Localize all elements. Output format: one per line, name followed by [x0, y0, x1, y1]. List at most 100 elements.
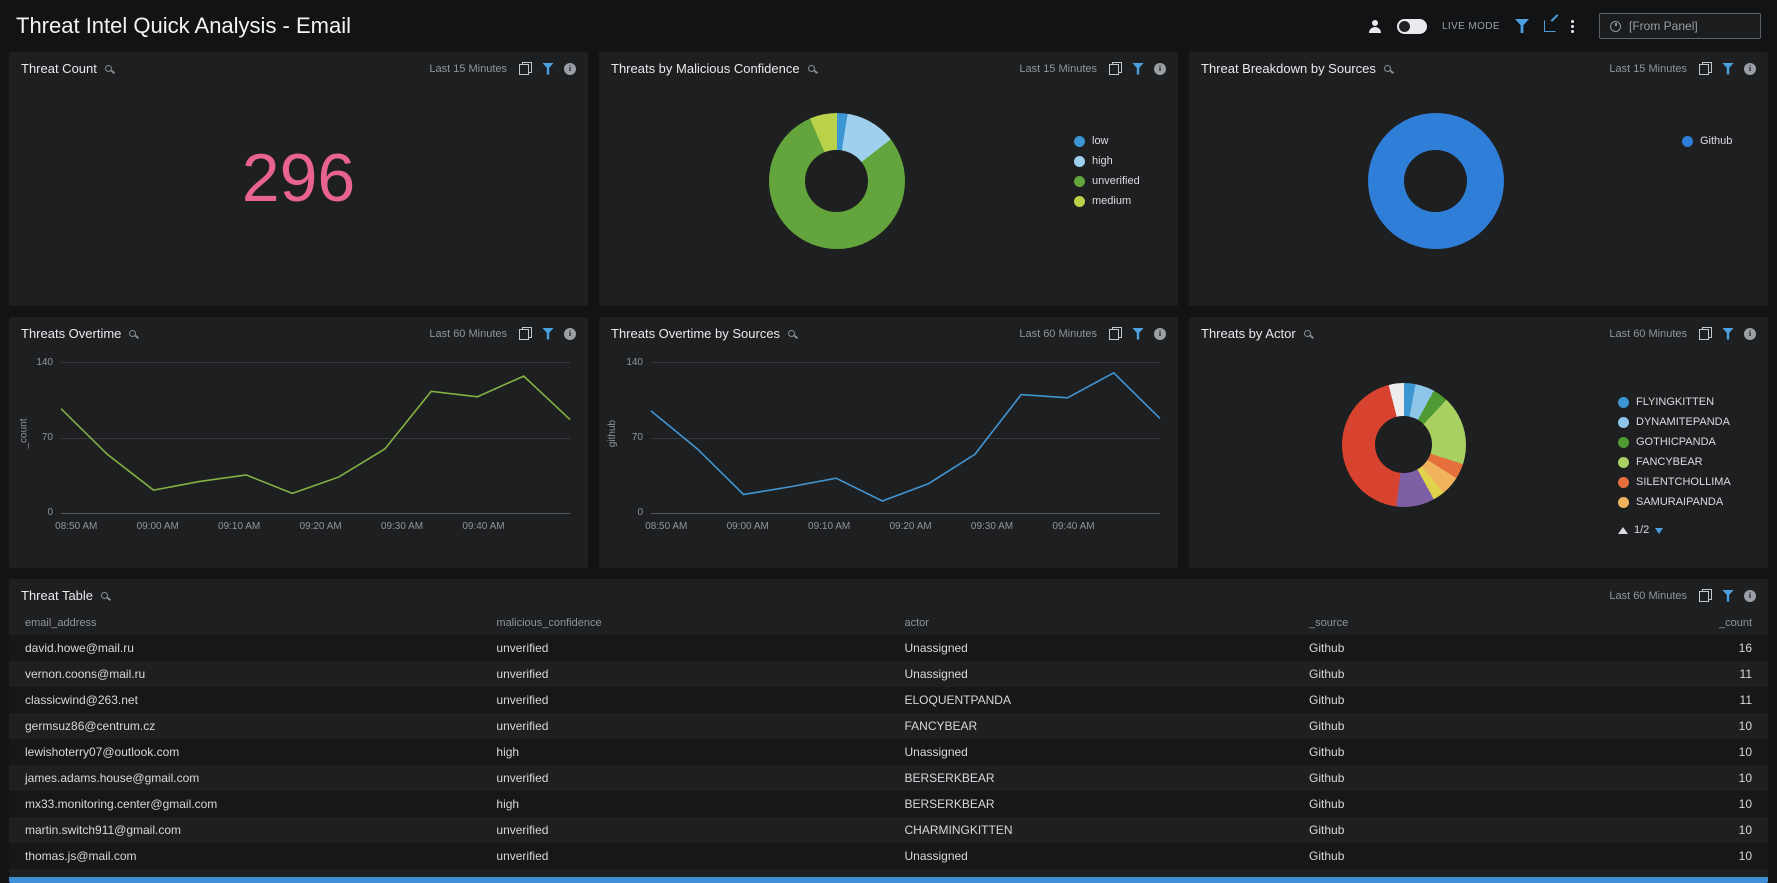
header-controls: LIVE MODE [From Panel]: [1368, 13, 1761, 39]
table-cell: Unassigned: [904, 745, 968, 759]
legend-item[interactable]: medium: [1074, 195, 1162, 207]
legend-label: Github: [1700, 135, 1733, 147]
legend-page-up-icon[interactable]: [1618, 526, 1628, 534]
table-row[interactable]: david.howe@mail.ru unverified Unassigned Gi…: [9, 635, 1768, 661]
legend-label: high: [1092, 155, 1113, 167]
legend-label: FLYINGKITTEN: [1636, 396, 1715, 408]
table-row[interactable]: lewishoterry07@outlook.com high Unassigned…: [9, 739, 1768, 765]
table-header-cell[interactable]: actor: [904, 617, 929, 629]
info-icon[interactable]: [1744, 62, 1756, 75]
info-icon[interactable]: [564, 327, 576, 340]
filter-icon[interactable]: [1132, 62, 1144, 75]
magnifier-icon[interactable]: [129, 330, 137, 337]
table-cell: james.adams.house@gmail.com: [25, 771, 200, 785]
legend-item[interactable]: GOTHICPANDA: [1618, 436, 1752, 448]
table-header-cell[interactable]: email_address: [25, 617, 97, 629]
legend-dot: [1074, 155, 1085, 167]
page-title: Threat Intel Quick Analysis - Email: [16, 13, 352, 38]
table-header-cell[interactable]: _count: [1718, 617, 1752, 629]
plot-area[interactable]: 08:50 AM 09:00 AM 09:10 AM 09:20 AM 09:3…: [645, 362, 1160, 532]
info-icon[interactable]: [1744, 327, 1756, 340]
legend-dot: [1682, 135, 1693, 147]
gridline: [651, 513, 1160, 514]
horizontal-scrollbar[interactable]: [9, 877, 1768, 883]
live-mode-toggle[interactable]: [1396, 18, 1427, 34]
time-range-input[interactable]: [From Panel]: [1599, 13, 1761, 39]
legend-item[interactable]: SAMURAIPANDA: [1618, 496, 1752, 508]
threat-table: email_address malicious_confidence actor _s…: [9, 610, 1768, 869]
table-row[interactable]: james.adams.house@gmail.com unverified BER…: [9, 765, 1768, 791]
legend-dot: [1074, 135, 1085, 147]
table-cell: Unassigned: [904, 667, 968, 681]
malicious-confidence-donut[interactable]: [768, 113, 905, 249]
table-cell: 10: [1738, 797, 1752, 811]
live-mode-label: LIVE MODE: [1441, 20, 1500, 32]
legend-item[interactable]: DYNAMITEPANDA: [1618, 416, 1752, 428]
info-icon[interactable]: [1154, 327, 1166, 340]
legend-item[interactable]: SILENTCHOLLIMA: [1618, 476, 1752, 488]
copy-icon[interactable]: [1699, 62, 1712, 75]
edit-dashboard-icon[interactable]: [1544, 20, 1556, 32]
clock-icon: [1610, 20, 1621, 32]
legend-item[interactable]: high: [1074, 155, 1162, 167]
panel-title-text: Threats by Malicious Confidence: [611, 61, 800, 76]
table-cell: 10: [1738, 745, 1752, 759]
info-icon[interactable]: [564, 62, 576, 75]
table-header-cell[interactable]: _source: [1309, 617, 1349, 629]
magnifier-icon[interactable]: [1383, 65, 1391, 72]
info-icon[interactable]: [1154, 62, 1166, 75]
table-row[interactable]: martin.switch911@gmail.com unverified CHAR…: [9, 817, 1768, 843]
copy-icon[interactable]: [1109, 327, 1122, 340]
magnifier-icon[interactable]: [807, 65, 815, 72]
magnifier-icon[interactable]: [788, 330, 796, 337]
legend-label: SILENTCHOLLIMA: [1636, 476, 1731, 488]
threats-overtime-line[interactable]: [61, 362, 570, 514]
filter-icon[interactable]: [1722, 62, 1734, 75]
plot-area[interactable]: 08:50 AM 09:00 AM 09:10 AM 09:20 AM 09:3…: [55, 362, 570, 532]
copy-icon[interactable]: [1699, 327, 1712, 340]
filter-icon[interactable]: [1515, 19, 1529, 33]
info-icon[interactable]: [1744, 589, 1756, 602]
table-cell: 10: [1738, 771, 1752, 785]
filter-icon[interactable]: [1132, 327, 1144, 340]
table-cell: unverified: [496, 693, 549, 707]
table-header-cell[interactable]: malicious_confidence: [496, 617, 602, 629]
table-cell: Github: [1309, 849, 1345, 863]
panel-row-1: Threat Count Last 15 Minutes 296 Threats…: [9, 52, 1768, 306]
legend-item[interactable]: unverified: [1074, 175, 1162, 187]
table-row[interactable]: vernon.coons@mail.ru unverified Unassigned…: [9, 661, 1768, 687]
panel-title-text: Threat Breakdown by Sources: [1201, 61, 1376, 76]
copy-icon[interactable]: [519, 327, 532, 340]
magnifier-icon[interactable]: [101, 592, 109, 599]
copy-icon[interactable]: [519, 62, 532, 75]
legend-item[interactable]: low: [1074, 135, 1162, 147]
legend-item[interactable]: Github: [1682, 135, 1752, 147]
table-row[interactable]: thomas.js@mail.com unverified Unassigned Gi…: [9, 843, 1768, 869]
x-tick: 09:30 AM: [380, 521, 424, 532]
table-row[interactable]: germsuz86@centrum.cz unverified FANCYBEAR G…: [9, 713, 1768, 739]
legend-item[interactable]: FANCYBEAR: [1618, 456, 1752, 468]
table-cell: 10: [1738, 823, 1752, 837]
copy-icon[interactable]: [1109, 62, 1122, 75]
filter-icon[interactable]: [1722, 589, 1734, 602]
panel-title: Threat Count: [21, 61, 112, 76]
legend-label: GOTHICPANDA: [1636, 436, 1716, 448]
table-row[interactable]: classicwind@263.net unverified ELOQUENTPAN…: [9, 687, 1768, 713]
magnifier-icon[interactable]: [1303, 330, 1311, 337]
actors-donut[interactable]: [1341, 382, 1466, 507]
sources-donut[interactable]: [1367, 113, 1504, 249]
overtime-by-sources-line[interactable]: [651, 362, 1160, 514]
filter-icon[interactable]: [542, 62, 554, 75]
legend-item[interactable]: FLYINGKITTEN: [1618, 396, 1752, 408]
more-menu-icon[interactable]: [1571, 19, 1574, 23]
legend-page-down-icon[interactable]: [1655, 528, 1664, 534]
donut-area: [1189, 348, 1618, 563]
user-icon[interactable]: [1368, 19, 1382, 33]
filter-icon[interactable]: [1722, 327, 1734, 340]
magnifier-icon[interactable]: [104, 65, 112, 72]
copy-icon[interactable]: [1699, 589, 1712, 602]
y-tick: 0: [637, 507, 643, 518]
donut-chart-area: Github: [1189, 83, 1768, 301]
filter-icon[interactable]: [542, 327, 554, 340]
table-row[interactable]: mx33.monitoring.center@gmail.com high BERS…: [9, 791, 1768, 817]
